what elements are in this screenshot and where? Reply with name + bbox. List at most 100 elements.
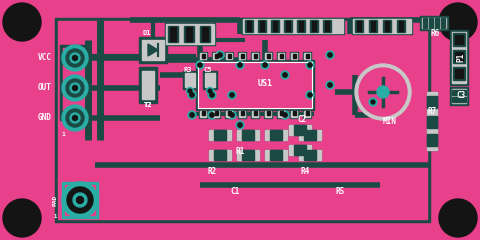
Bar	[273, 21, 277, 31]
Bar	[242, 150, 254, 160]
Bar	[290, 110, 298, 118]
Circle shape	[283, 113, 287, 117]
Bar	[239, 111, 245, 117]
Bar	[170, 27, 176, 41]
Bar	[209, 130, 231, 140]
Bar	[427, 96, 437, 108]
Circle shape	[328, 53, 332, 57]
Bar	[226, 130, 231, 140]
Text: MIN: MIN	[383, 118, 397, 126]
Bar	[142, 71, 154, 99]
Bar	[278, 53, 284, 59]
Text: VCC: VCC	[38, 54, 52, 62]
Circle shape	[62, 45, 88, 71]
Bar	[270, 130, 282, 140]
Bar	[452, 32, 466, 83]
Bar	[243, 19, 343, 33]
Bar	[239, 53, 245, 59]
Text: C5: C5	[204, 67, 212, 73]
Bar	[427, 108, 437, 112]
Bar	[277, 110, 285, 118]
Text: R5: R5	[336, 187, 345, 197]
Bar	[450, 87, 468, 105]
Bar	[58, 21, 427, 219]
Circle shape	[66, 79, 84, 97]
Bar	[251, 52, 259, 60]
Bar	[205, 73, 215, 87]
Bar	[265, 53, 271, 59]
Bar	[316, 150, 321, 160]
Text: R6: R6	[431, 29, 440, 37]
Bar	[397, 20, 405, 32]
Bar	[213, 111, 219, 117]
Bar	[286, 21, 290, 31]
Bar	[252, 111, 258, 117]
Bar	[200, 111, 206, 117]
Bar	[316, 130, 321, 140]
Bar	[455, 35, 463, 44]
Bar	[455, 69, 463, 78]
Bar	[292, 111, 296, 115]
Bar	[214, 130, 226, 140]
Text: R1: R1	[235, 148, 245, 156]
Circle shape	[72, 55, 77, 60]
Bar	[429, 18, 433, 28]
Bar	[198, 62, 312, 108]
Circle shape	[66, 49, 84, 67]
Bar	[453, 50, 465, 63]
Bar	[209, 150, 231, 160]
Circle shape	[236, 61, 244, 69]
Bar	[427, 116, 437, 128]
Bar	[291, 111, 297, 117]
Bar	[282, 130, 287, 140]
Text: T2: T2	[144, 102, 152, 108]
Bar	[289, 125, 311, 135]
Bar	[427, 134, 437, 146]
Bar	[303, 110, 311, 118]
Bar	[282, 150, 287, 160]
Circle shape	[326, 51, 334, 59]
Circle shape	[230, 93, 234, 97]
Bar	[62, 182, 98, 218]
Bar	[310, 20, 318, 32]
Bar	[168, 26, 178, 42]
Bar	[325, 21, 329, 31]
Circle shape	[238, 63, 242, 67]
Bar	[247, 21, 251, 31]
Text: C3: C3	[456, 91, 466, 101]
Bar	[289, 125, 294, 135]
Bar	[209, 150, 214, 160]
Bar	[292, 54, 296, 58]
Circle shape	[62, 105, 88, 131]
Circle shape	[439, 199, 477, 237]
Bar	[209, 130, 214, 140]
Circle shape	[216, 51, 224, 59]
Bar	[199, 110, 207, 118]
Bar	[450, 30, 468, 85]
Bar	[228, 54, 230, 58]
Circle shape	[190, 113, 194, 117]
Circle shape	[281, 111, 289, 119]
Bar	[228, 111, 230, 115]
Bar	[299, 150, 304, 160]
Circle shape	[187, 88, 193, 95]
Bar	[303, 52, 311, 60]
Bar	[165, 23, 215, 45]
Text: PAD: PAD	[52, 194, 58, 206]
Bar	[284, 20, 292, 32]
Bar	[213, 53, 219, 59]
Circle shape	[228, 111, 236, 119]
Bar	[245, 20, 253, 32]
Bar	[427, 130, 437, 150]
Bar	[60, 45, 88, 120]
Bar	[427, 112, 437, 116]
Circle shape	[365, 74, 401, 110]
Bar	[352, 18, 412, 34]
Bar	[294, 145, 306, 155]
Circle shape	[76, 197, 84, 204]
Bar	[202, 111, 204, 115]
Bar	[304, 150, 316, 160]
Bar	[139, 37, 167, 63]
Bar	[441, 18, 445, 28]
Text: P1: P1	[456, 52, 466, 62]
